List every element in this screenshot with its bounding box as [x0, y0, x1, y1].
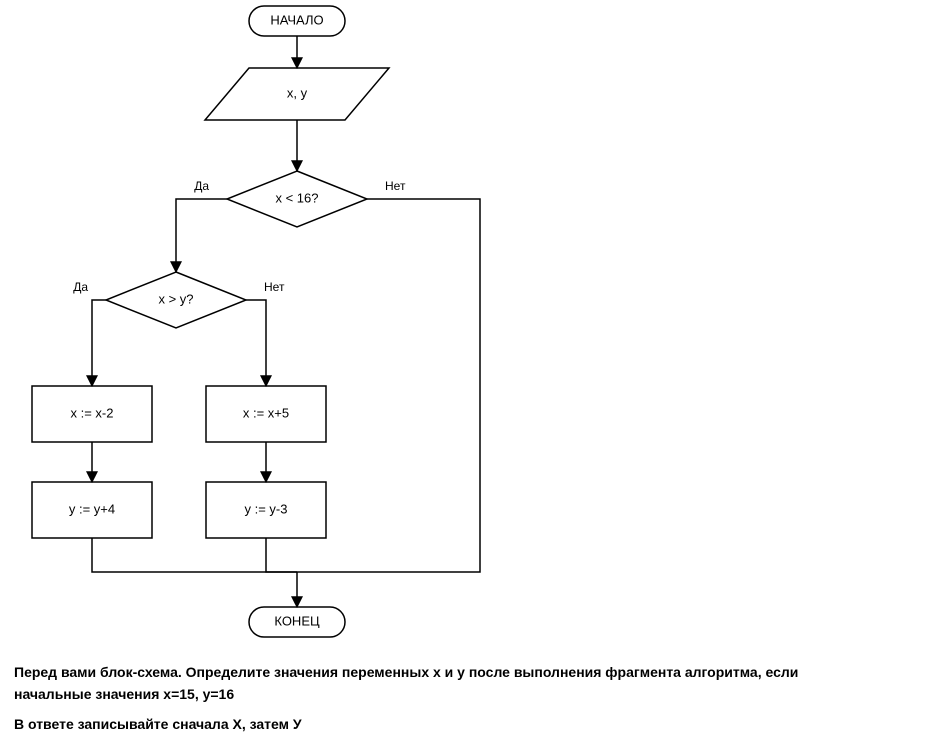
svg-text:y := y+4: y := y+4: [69, 501, 115, 516]
caption-line-2: начальные значения x=15, y=16: [14, 684, 920, 705]
caption-line-3: В ответе записывайте сначала Х, затем У: [14, 714, 920, 735]
svg-text:Да: Да: [73, 280, 88, 294]
svg-text:x, y: x, y: [287, 85, 308, 100]
svg-text:x := x+5: x := x+5: [243, 405, 289, 420]
svg-text:x < 16?: x < 16?: [275, 190, 318, 205]
svg-text:y := y-3: y := y-3: [245, 501, 288, 516]
svg-text:x > y?: x > y?: [158, 291, 193, 306]
svg-text:КОНЕЦ: КОНЕЦ: [274, 613, 320, 628]
caption-line-1: Перед вами блок-схема. Определите значен…: [14, 662, 920, 683]
svg-text:Нет: Нет: [264, 280, 285, 294]
page: НАЧАЛО x, y x < 16? x > y? x := x-2 x := x+5 y…: [0, 0, 934, 735]
svg-text:x := x-2: x := x-2: [71, 405, 114, 420]
svg-text:Да: Да: [194, 179, 209, 193]
svg-text:НАЧАЛО: НАЧАЛО: [270, 12, 323, 27]
flowchart-canvas: НАЧАЛО x, y x < 16? x > y? x := x-2 x := x+5 y…: [0, 0, 934, 650]
svg-text:Нет: Нет: [385, 179, 406, 193]
